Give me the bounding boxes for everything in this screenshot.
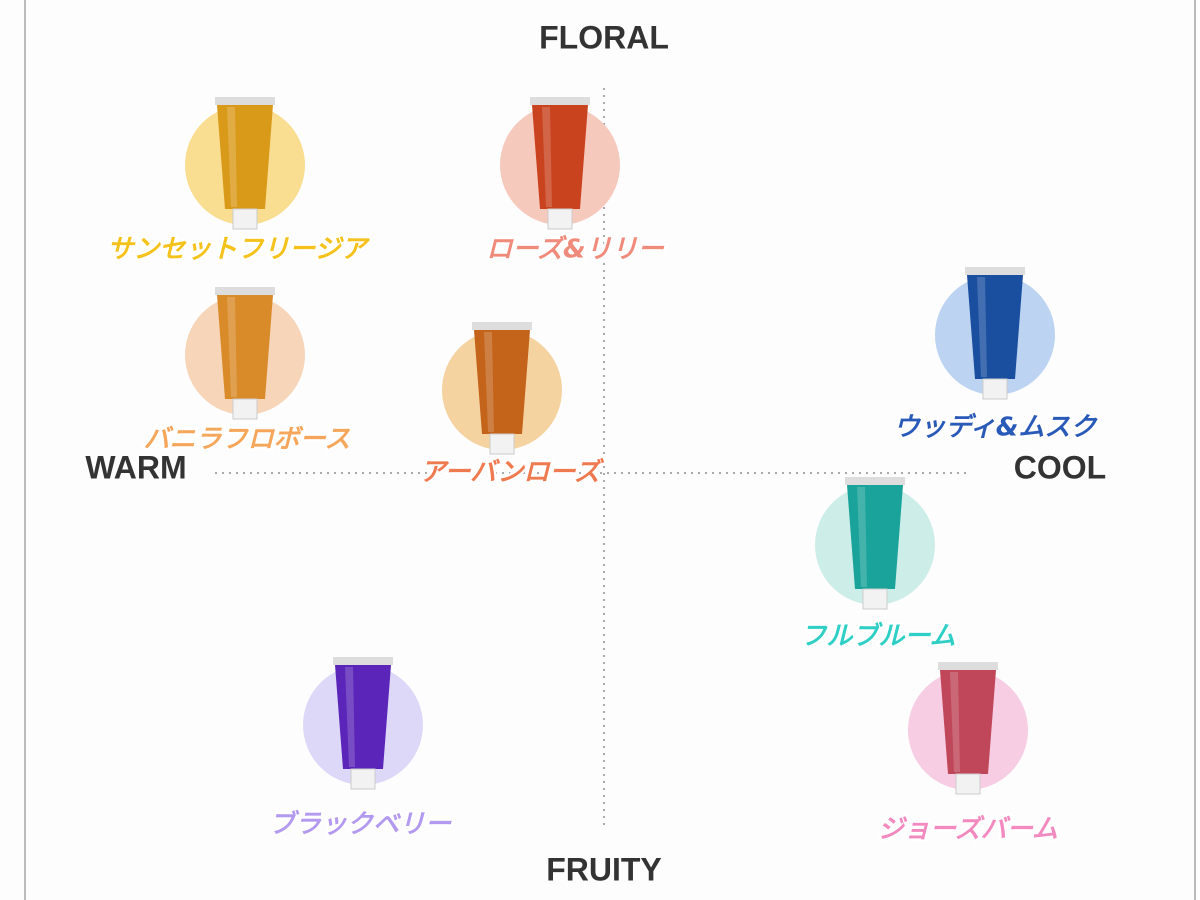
tube-body	[940, 670, 996, 774]
product-name: アーバンローズ	[420, 458, 604, 488]
tube-crimp	[215, 97, 275, 105]
tube-shine	[227, 107, 237, 207]
tube-body	[474, 330, 530, 434]
product: アーバンローズ	[417, 322, 607, 490]
tube-cap	[232, 398, 258, 420]
tube-cap	[982, 378, 1008, 400]
tube-crimp	[530, 97, 590, 105]
tube-shine	[227, 297, 237, 397]
product-name: サンセットフリージア	[107, 235, 370, 265]
tube-shine	[345, 667, 355, 767]
tube-body	[217, 105, 273, 209]
product-name: ウッディ&ムスク	[894, 413, 1099, 443]
tube-crimp	[938, 662, 998, 670]
tube-body	[217, 295, 273, 399]
tube-cap	[955, 773, 981, 795]
axis-label-top: FLORAL	[539, 19, 669, 55]
product: バニラフロボース	[141, 287, 353, 457]
tube-crimp	[472, 322, 532, 330]
tube-shine	[950, 672, 960, 772]
axis-label-left: WARM	[85, 449, 186, 485]
tube-body	[532, 105, 588, 209]
tube-crimp	[333, 657, 393, 665]
tube-body	[335, 665, 391, 769]
tube-shine	[857, 487, 867, 587]
product: ローズ&リリー	[484, 97, 667, 267]
tube-cap	[862, 588, 888, 610]
tube-shine	[977, 277, 987, 377]
tube-shine	[484, 332, 494, 432]
product-name: バニラフロボース	[144, 425, 351, 455]
product: サンセットフリージア	[105, 97, 373, 267]
product: ブラックベリー	[266, 657, 454, 842]
tube-cap	[547, 208, 573, 230]
tube-shine	[542, 107, 552, 207]
product-name: ブラックベリー	[269, 810, 452, 840]
axis-label-bottom: FRUITY	[546, 851, 662, 887]
tube-cap	[232, 208, 258, 230]
tube-cap	[350, 768, 376, 790]
tube-body	[967, 275, 1023, 379]
product: ウッディ&ムスク	[891, 267, 1101, 445]
product-name: ジョーズバーム	[878, 815, 1058, 845]
tube-crimp	[965, 267, 1025, 275]
product: ジョーズバーム	[876, 662, 1060, 847]
product: フルブルーム	[798, 477, 958, 654]
tube-crimp	[845, 477, 905, 485]
tube-crimp	[215, 287, 275, 295]
axis-label-right: COOL	[1014, 449, 1106, 485]
product-name: フルブルーム	[800, 622, 955, 652]
tube-cap	[489, 433, 515, 455]
product-name: ローズ&リリー	[486, 235, 664, 265]
tube-body	[847, 485, 903, 589]
